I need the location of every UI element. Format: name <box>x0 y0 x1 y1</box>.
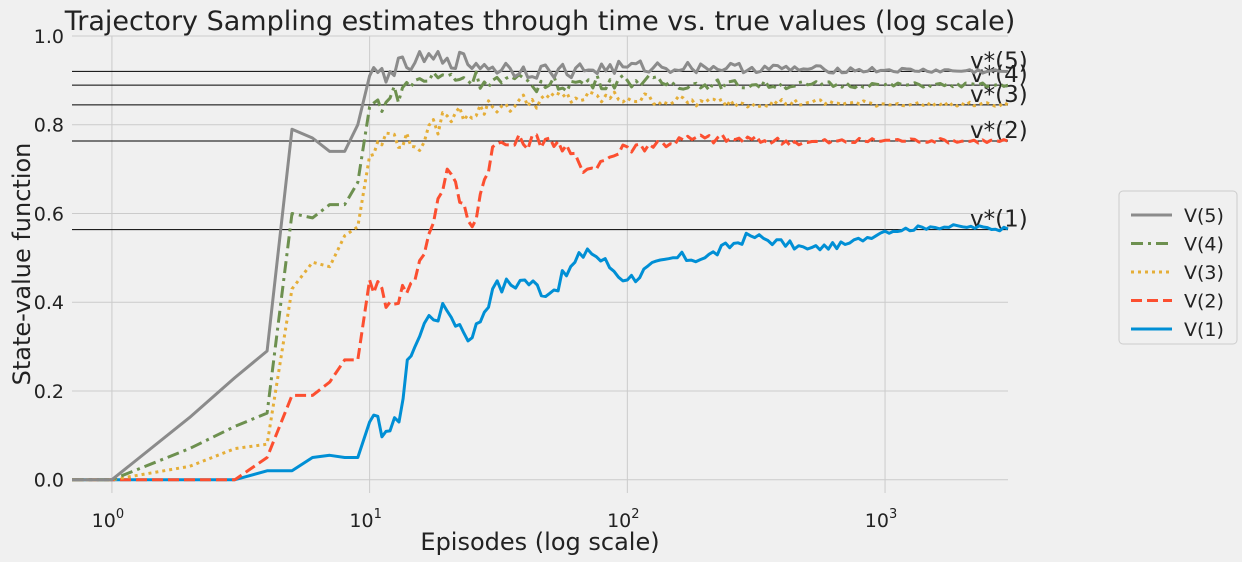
series-line-v1 <box>72 223 1009 482</box>
x-tick-label: 102 <box>607 507 639 532</box>
true-value-lines: v*(1)v*(2)v*(3)v*(4)v*(5) <box>72 48 1028 233</box>
series-line-v5 <box>72 50 1009 482</box>
x-tick-label: 100 <box>92 507 124 532</box>
chart-title: Trajectory Sampling estimates through ti… <box>64 6 1016 37</box>
legend-box <box>1118 190 1238 345</box>
legend: V(5) V(4) V(3) V(2) V(1) <box>1118 190 1238 345</box>
legend-label: V(4) <box>1184 234 1224 256</box>
legend-label: V(5) <box>1184 205 1224 227</box>
y-tick-label: 1.0 <box>34 26 64 48</box>
y-tick-label: 0.0 <box>34 470 64 492</box>
legend-label: V(1) <box>1184 319 1224 341</box>
y-tick-label: 0.8 <box>34 115 64 137</box>
x-ticks: 100 101 102 103 <box>92 507 898 532</box>
true-value-label: v*(1) <box>970 207 1028 233</box>
y-tick-label: 0.2 <box>34 381 64 403</box>
y-tick-label: 0.6 <box>34 203 64 225</box>
x-axis-label: Episodes (log scale) <box>420 528 659 556</box>
y-axis-label: State-value function <box>8 143 36 386</box>
series-line-v3 <box>72 90 1009 482</box>
y-tick-label: 0.4 <box>34 292 64 314</box>
x-tick-label: 103 <box>865 507 897 532</box>
legend-label: V(2) <box>1184 291 1224 313</box>
series-lines <box>72 50 1009 482</box>
x-tick-label: 101 <box>349 507 381 532</box>
grid <box>72 35 1008 493</box>
legend-label: V(3) <box>1184 262 1224 284</box>
series-line-v2 <box>72 132 1009 482</box>
true-value-label: v*(2) <box>970 118 1028 144</box>
y-ticks: 0.0 0.2 0.4 0.6 0.8 1.0 <box>34 26 64 492</box>
series-line-v4 <box>72 70 1009 482</box>
